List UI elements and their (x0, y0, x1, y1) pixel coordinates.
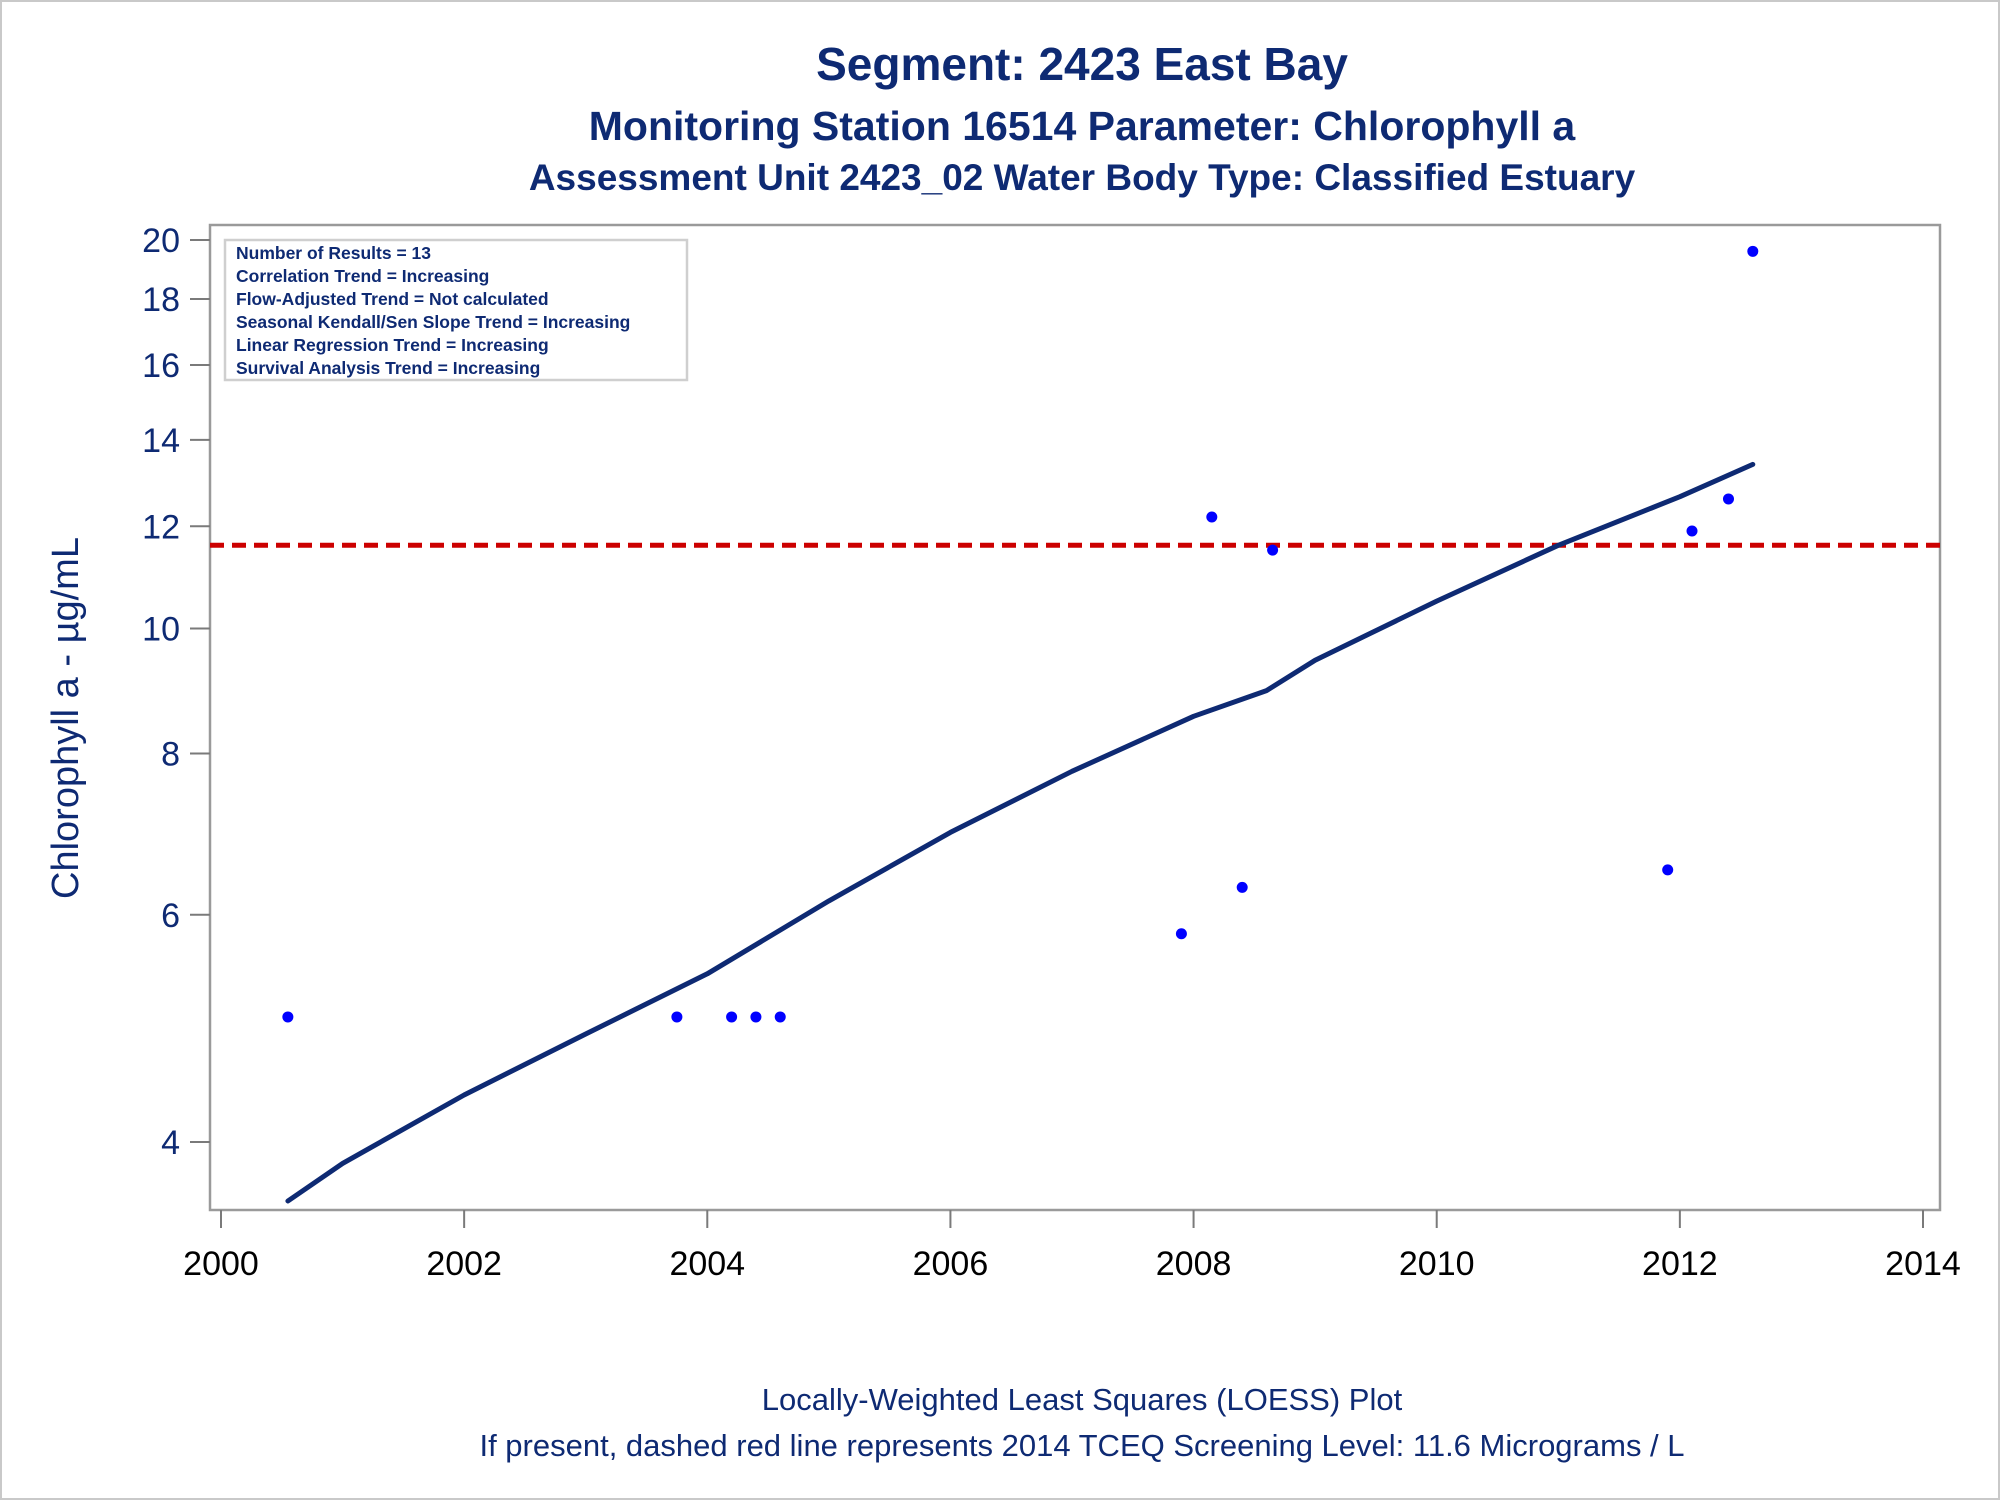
footnote-loess: Locally-Weighted Least Squares (LOESS) P… (762, 1382, 1403, 1417)
y-tick-label: 18 (142, 281, 180, 319)
chart-subtitle: Monitoring Station 16514 Parameter: Chlo… (589, 103, 1577, 149)
x-tick-label: 2002 (426, 1245, 502, 1283)
x-tick-label: 2010 (1399, 1245, 1475, 1283)
y-tick-label: 12 (142, 508, 180, 546)
stats-line: Flow-Adjusted Trend = Not calculated (236, 289, 549, 309)
chart-subtitle-2: Assessment Unit 2423_02 Water Body Type:… (529, 157, 1636, 198)
stats-line: Correlation Trend = Increasing (236, 266, 489, 286)
y-tick-label: 10 (142, 610, 180, 648)
stats-line: Survival Analysis Trend = Increasing (236, 358, 540, 378)
data-point (1236, 881, 1248, 893)
loess-curve-layer (285, 461, 1756, 1204)
data-points-layer (282, 245, 1759, 1023)
x-tick-label: 2006 (913, 1245, 989, 1283)
stats-line: Linear Regression Trend = Increasing (236, 335, 549, 355)
y-tick-label: 20 (142, 222, 180, 260)
data-point (726, 1011, 738, 1023)
y-tick-label: 8 (161, 736, 180, 774)
x-tick-label: 2004 (669, 1245, 745, 1283)
data-point (1662, 864, 1674, 876)
data-point (282, 1011, 294, 1023)
x-tick-label: 2014 (1885, 1245, 1961, 1283)
data-point (1722, 493, 1734, 505)
loess-curve (285, 461, 1756, 1204)
y-tick-label: 14 (142, 422, 180, 460)
y-tick-label: 16 (142, 347, 180, 385)
x-tick-label: 2008 (1156, 1245, 1232, 1283)
chart-title: Segment: 2423 East Bay (816, 38, 1348, 90)
y-tick-label: 6 (161, 897, 180, 935)
stats-box: Number of Results = 13 Correlation Trend… (223, 238, 689, 382)
x-tick-label: 2012 (1642, 1245, 1718, 1283)
data-point (1267, 544, 1279, 556)
data-point (1686, 525, 1698, 537)
data-point (1747, 245, 1759, 257)
stats-box-frame (223, 238, 689, 382)
data-point (774, 1011, 786, 1023)
y-tick-label: 4 (161, 1124, 180, 1162)
data-point (671, 1011, 683, 1023)
y-axis: 4 6 8 10 12 14 16 18 20 (142, 222, 210, 1162)
y-axis-title: Chlorophyll a - µg/mL (45, 537, 87, 899)
stats-line: Number of Results = 13 (236, 243, 431, 263)
x-axis: 2000 2002 2004 2006 2008 2010 2012 2014 (183, 1210, 1961, 1283)
footnote-screening-level: If present, dashed red line represents 2… (479, 1428, 1684, 1463)
stats-line: Seasonal Kendall/Sen Slope Trend = Incre… (236, 312, 630, 332)
x-tick-label: 2000 (183, 1245, 259, 1283)
data-point (750, 1011, 762, 1023)
data-point (1175, 928, 1187, 940)
data-point (1206, 511, 1218, 523)
plot-area (208, 223, 1942, 1212)
